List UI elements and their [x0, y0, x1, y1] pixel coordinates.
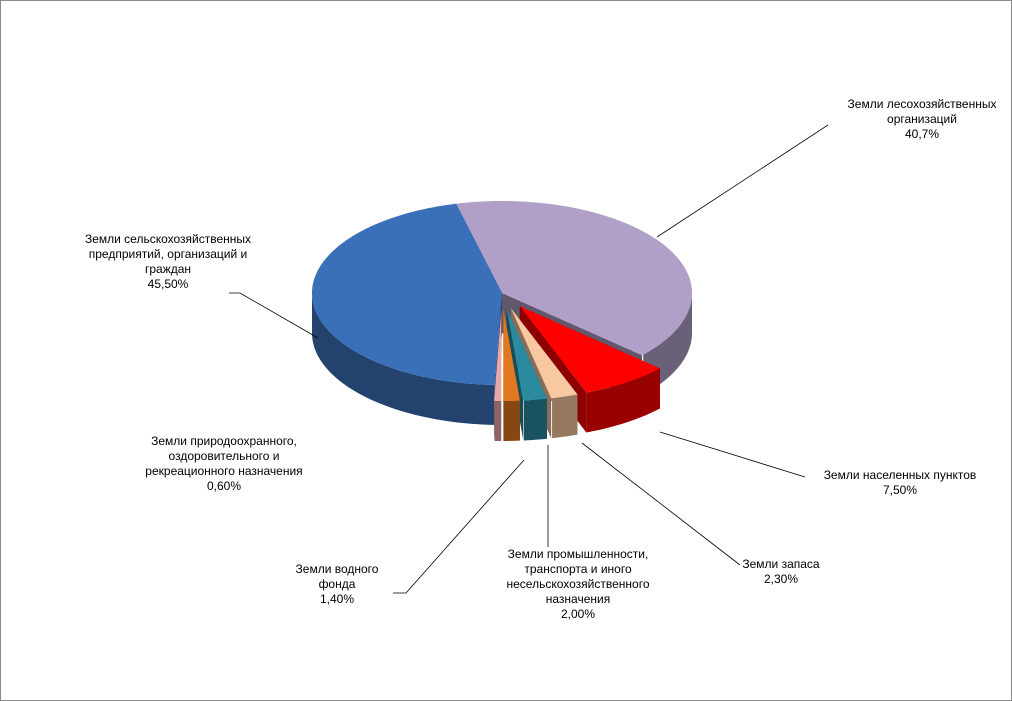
slice-top [511, 308, 578, 399]
slice-side [312, 294, 495, 425]
label-value: 7,50% [882, 483, 918, 497]
label-name: Земли запаса [742, 557, 820, 571]
label-name: Земли промышленности, транспорта и иного… [506, 547, 650, 606]
label-name: Земли сельскохозяйственных предприятий, … [84, 232, 252, 276]
slice-side [586, 368, 660, 433]
data-label: Земли лесохозяйственных организаций 40,7% [837, 97, 1007, 142]
data-label: Земли промышленности, транспорта и иного… [483, 547, 673, 622]
leader-line [581, 442, 741, 566]
data-label: Земли водного фонда 1,40% [282, 562, 392, 607]
label-value: 2,30% [763, 572, 799, 586]
label-value: 2,00% [560, 607, 596, 621]
leader-line [229, 292, 319, 339]
data-label: Земли природоохранного, оздоровительного… [124, 434, 324, 494]
slice-side [552, 394, 578, 439]
slice-top [519, 306, 660, 393]
label-value: 0,60% [206, 479, 242, 493]
slice [503, 308, 520, 441]
data-label: Земли сельскохозяйственных предприятий, … [73, 232, 263, 292]
slice-top [312, 203, 502, 385]
data-label: Земли запаса 2,30% [731, 557, 831, 587]
label-name: Земли природоохранного, оздоровительного… [145, 434, 303, 478]
label-value: 45,50% [147, 277, 189, 291]
slice-top [456, 201, 692, 356]
label-name: Земли лесохозяйственных организаций [847, 97, 997, 126]
slice-side [494, 400, 502, 441]
label-value: 1,40% [319, 592, 355, 606]
label-name: Земли водного фонда [295, 562, 379, 591]
slice-top [494, 308, 502, 401]
slice-side [524, 398, 547, 441]
slice-top [503, 308, 520, 401]
data-label: Земли населенных пунктов 7,50% [795, 468, 1005, 498]
slice-side [503, 400, 520, 441]
slice-top [506, 308, 547, 401]
leader-line [656, 124, 829, 238]
leader-line [659, 431, 806, 478]
label-value: 40,7% [904, 127, 940, 141]
label-name: Земли населенных пунктов [823, 468, 977, 482]
slice [494, 308, 502, 441]
leader-line [393, 459, 525, 594]
